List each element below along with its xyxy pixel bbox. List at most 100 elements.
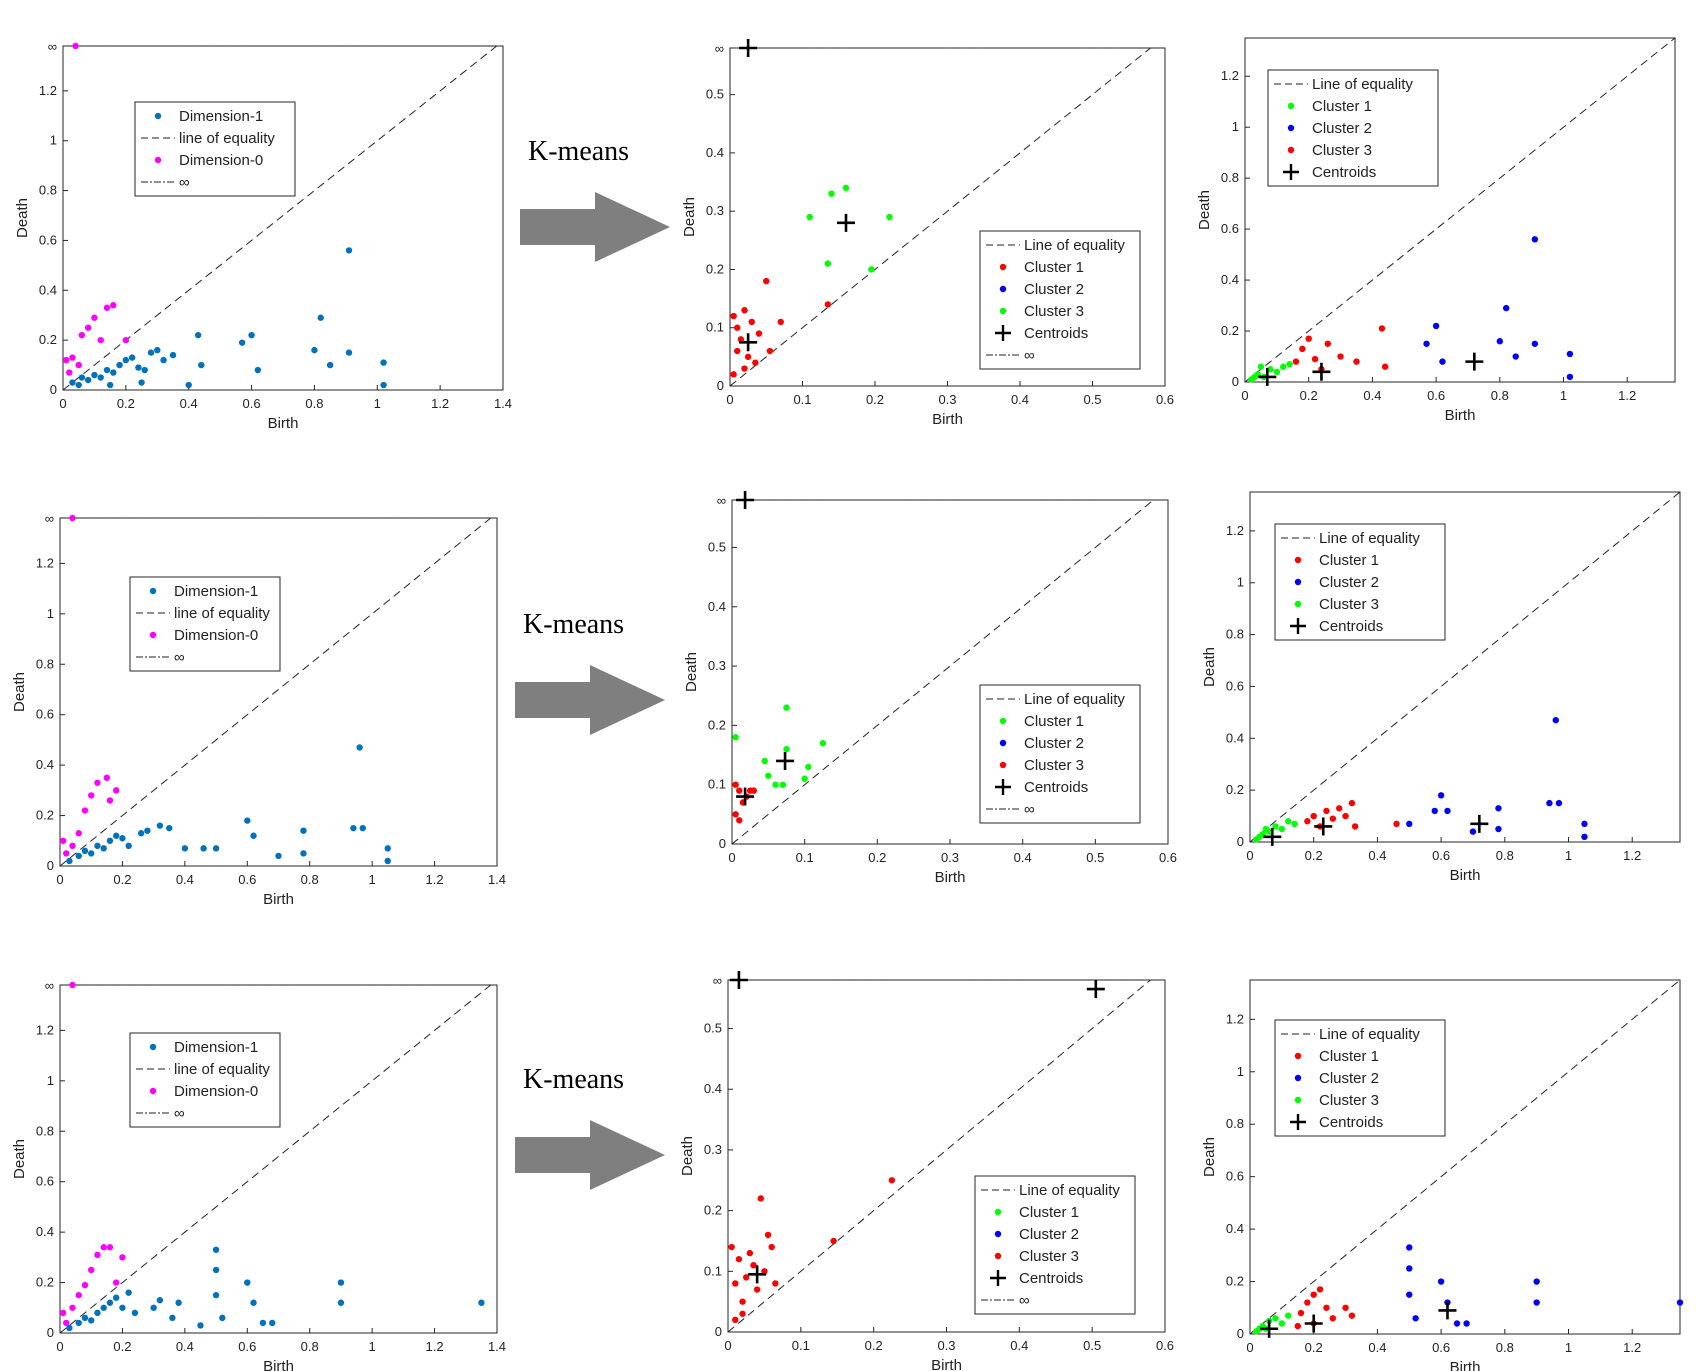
data-point [59, 837, 67, 844]
legend-swatch-dot [1294, 600, 1302, 608]
y-tick-label: 0 [719, 836, 726, 851]
data-point [169, 1314, 176, 1322]
data-point [1324, 340, 1332, 347]
legend: Line of equality Cluster 1 Cluster 2 Cluste… [979, 230, 1141, 370]
data-point [110, 369, 117, 376]
y-tick-label: 0.5 [708, 539, 726, 554]
data-point [819, 739, 827, 747]
data-point [1406, 1265, 1413, 1272]
y-tick-label: 0.4 [704, 1081, 722, 1096]
data-point [1531, 340, 1539, 347]
centroid-marker [739, 333, 758, 352]
y-tick-label: 0 [47, 1325, 54, 1340]
data-point [337, 1299, 345, 1306]
legend: Line of equality Cluster 1 Cluster 2 Cluste… [979, 684, 1141, 824]
y-tick-label: 0.6 [36, 1174, 54, 1189]
legend-label: Cluster 3 [1024, 303, 1084, 320]
data-point [805, 763, 812, 771]
data-point [730, 312, 737, 320]
data-point [1546, 799, 1553, 807]
legend-label: Line of equality [1024, 237, 1125, 254]
legend: Line of equality Cluster 1 Cluster 2 Cluste… [1274, 523, 1446, 641]
data-point [1348, 1312, 1356, 1319]
data-point [765, 772, 772, 779]
centroid-marker [837, 213, 855, 232]
y-tick-label: 0.8 [1226, 627, 1244, 642]
data-point [94, 1309, 101, 1317]
data-point [103, 304, 111, 311]
legend-swatch-dot [154, 112, 162, 120]
data-point [106, 1244, 114, 1251]
data-point [1533, 1278, 1540, 1285]
data-point [1469, 828, 1477, 835]
data-point [1304, 1299, 1311, 1306]
data-point [75, 1291, 82, 1299]
data-point [753, 1286, 761, 1293]
data-point [106, 381, 114, 389]
data-point [728, 1243, 735, 1251]
data-point [185, 381, 192, 389]
data-point [1272, 1315, 1279, 1322]
x-tick-label: 0.2 [113, 1339, 131, 1354]
x-tick-label: 0 [1246, 848, 1253, 863]
y-tick-label: 1 [1232, 119, 1239, 134]
x-tick-label: 0.2 [865, 1338, 883, 1353]
y-tick-label: 1.2 [39, 83, 57, 98]
data-point [783, 745, 790, 753]
data-point [1406, 1291, 1413, 1298]
x-tick-label: 0.5 [1083, 392, 1101, 407]
x-tick-label: 0.6 [1432, 1340, 1450, 1355]
data-point [736, 787, 743, 794]
x-tick-label: 0.8 [1496, 1340, 1514, 1355]
legend-label: Cluster 2 [1319, 574, 1379, 591]
legend-label: Centroids [1312, 164, 1376, 181]
data-point [156, 1297, 164, 1304]
data-point [757, 1195, 764, 1202]
data-point [1256, 1325, 1263, 1332]
series-dimension-0 [62, 42, 130, 376]
data-point [175, 1299, 182, 1306]
data-point [1348, 799, 1356, 807]
x-tick-label: 0.3 [941, 850, 959, 865]
centroid-marker [736, 491, 755, 509]
data-point [1552, 716, 1559, 724]
y-tick-label: 0.6 [1221, 221, 1239, 236]
data-point [69, 379, 76, 386]
kmeans-label: K-means [523, 609, 624, 640]
data-point [250, 1299, 257, 1306]
data-point [300, 850, 307, 857]
legend-label: Line of equality [1312, 76, 1413, 93]
data-point [1294, 1322, 1301, 1330]
data-point [1423, 340, 1430, 347]
data-point [830, 1237, 837, 1245]
centroid-marker [1304, 1314, 1323, 1333]
data-point [1406, 820, 1413, 828]
x-tick-label: 0.1 [792, 1338, 810, 1353]
data-point [212, 1266, 220, 1274]
legend: Line of equality Cluster 1 Cluster 2 Cluste… [974, 1175, 1136, 1315]
kmeans-label: K-means [528, 136, 629, 167]
data-point [1531, 236, 1539, 243]
plot-5: 0 0.1 0.2 0.3 0.4 0.5 0.6 0 0.1 0.2 0.3 0.4 0.5 Birth… [683, 491, 1177, 886]
x-tick-label: 1 [369, 1339, 376, 1354]
y-tick-label: 0.2 [36, 808, 54, 823]
legend-label: Cluster 3 [1024, 757, 1084, 774]
data-point [75, 361, 82, 369]
x-tick-label: 0.4 [1010, 1338, 1028, 1353]
x-tick-label: 0.8 [301, 872, 319, 887]
data-point [75, 830, 82, 837]
data-point [824, 301, 832, 308]
legend-swatch-centroid [1290, 618, 1306, 634]
y-tick-label: 1.2 [1226, 523, 1244, 538]
y-axis-label: Death [1201, 647, 1218, 687]
y-tick-label: 0.6 [1226, 1169, 1244, 1184]
x-tick-label: 1.2 [431, 396, 449, 411]
plot-8: 0 0.1 0.2 0.3 0.4 0.5 0.6 0 0.1 0.2 0.3 0.4 0.5 Birth… [679, 971, 1174, 1371]
legend-swatch-centroid [1283, 164, 1299, 180]
x-tick-label: 0.2 [868, 850, 886, 865]
legend-box [979, 230, 1141, 370]
y-tick-label: 0 [1232, 374, 1239, 389]
line-of-equality [1244, 37, 1676, 383]
data-point [741, 307, 748, 314]
x-tick-label: 0.6 [1427, 388, 1445, 403]
